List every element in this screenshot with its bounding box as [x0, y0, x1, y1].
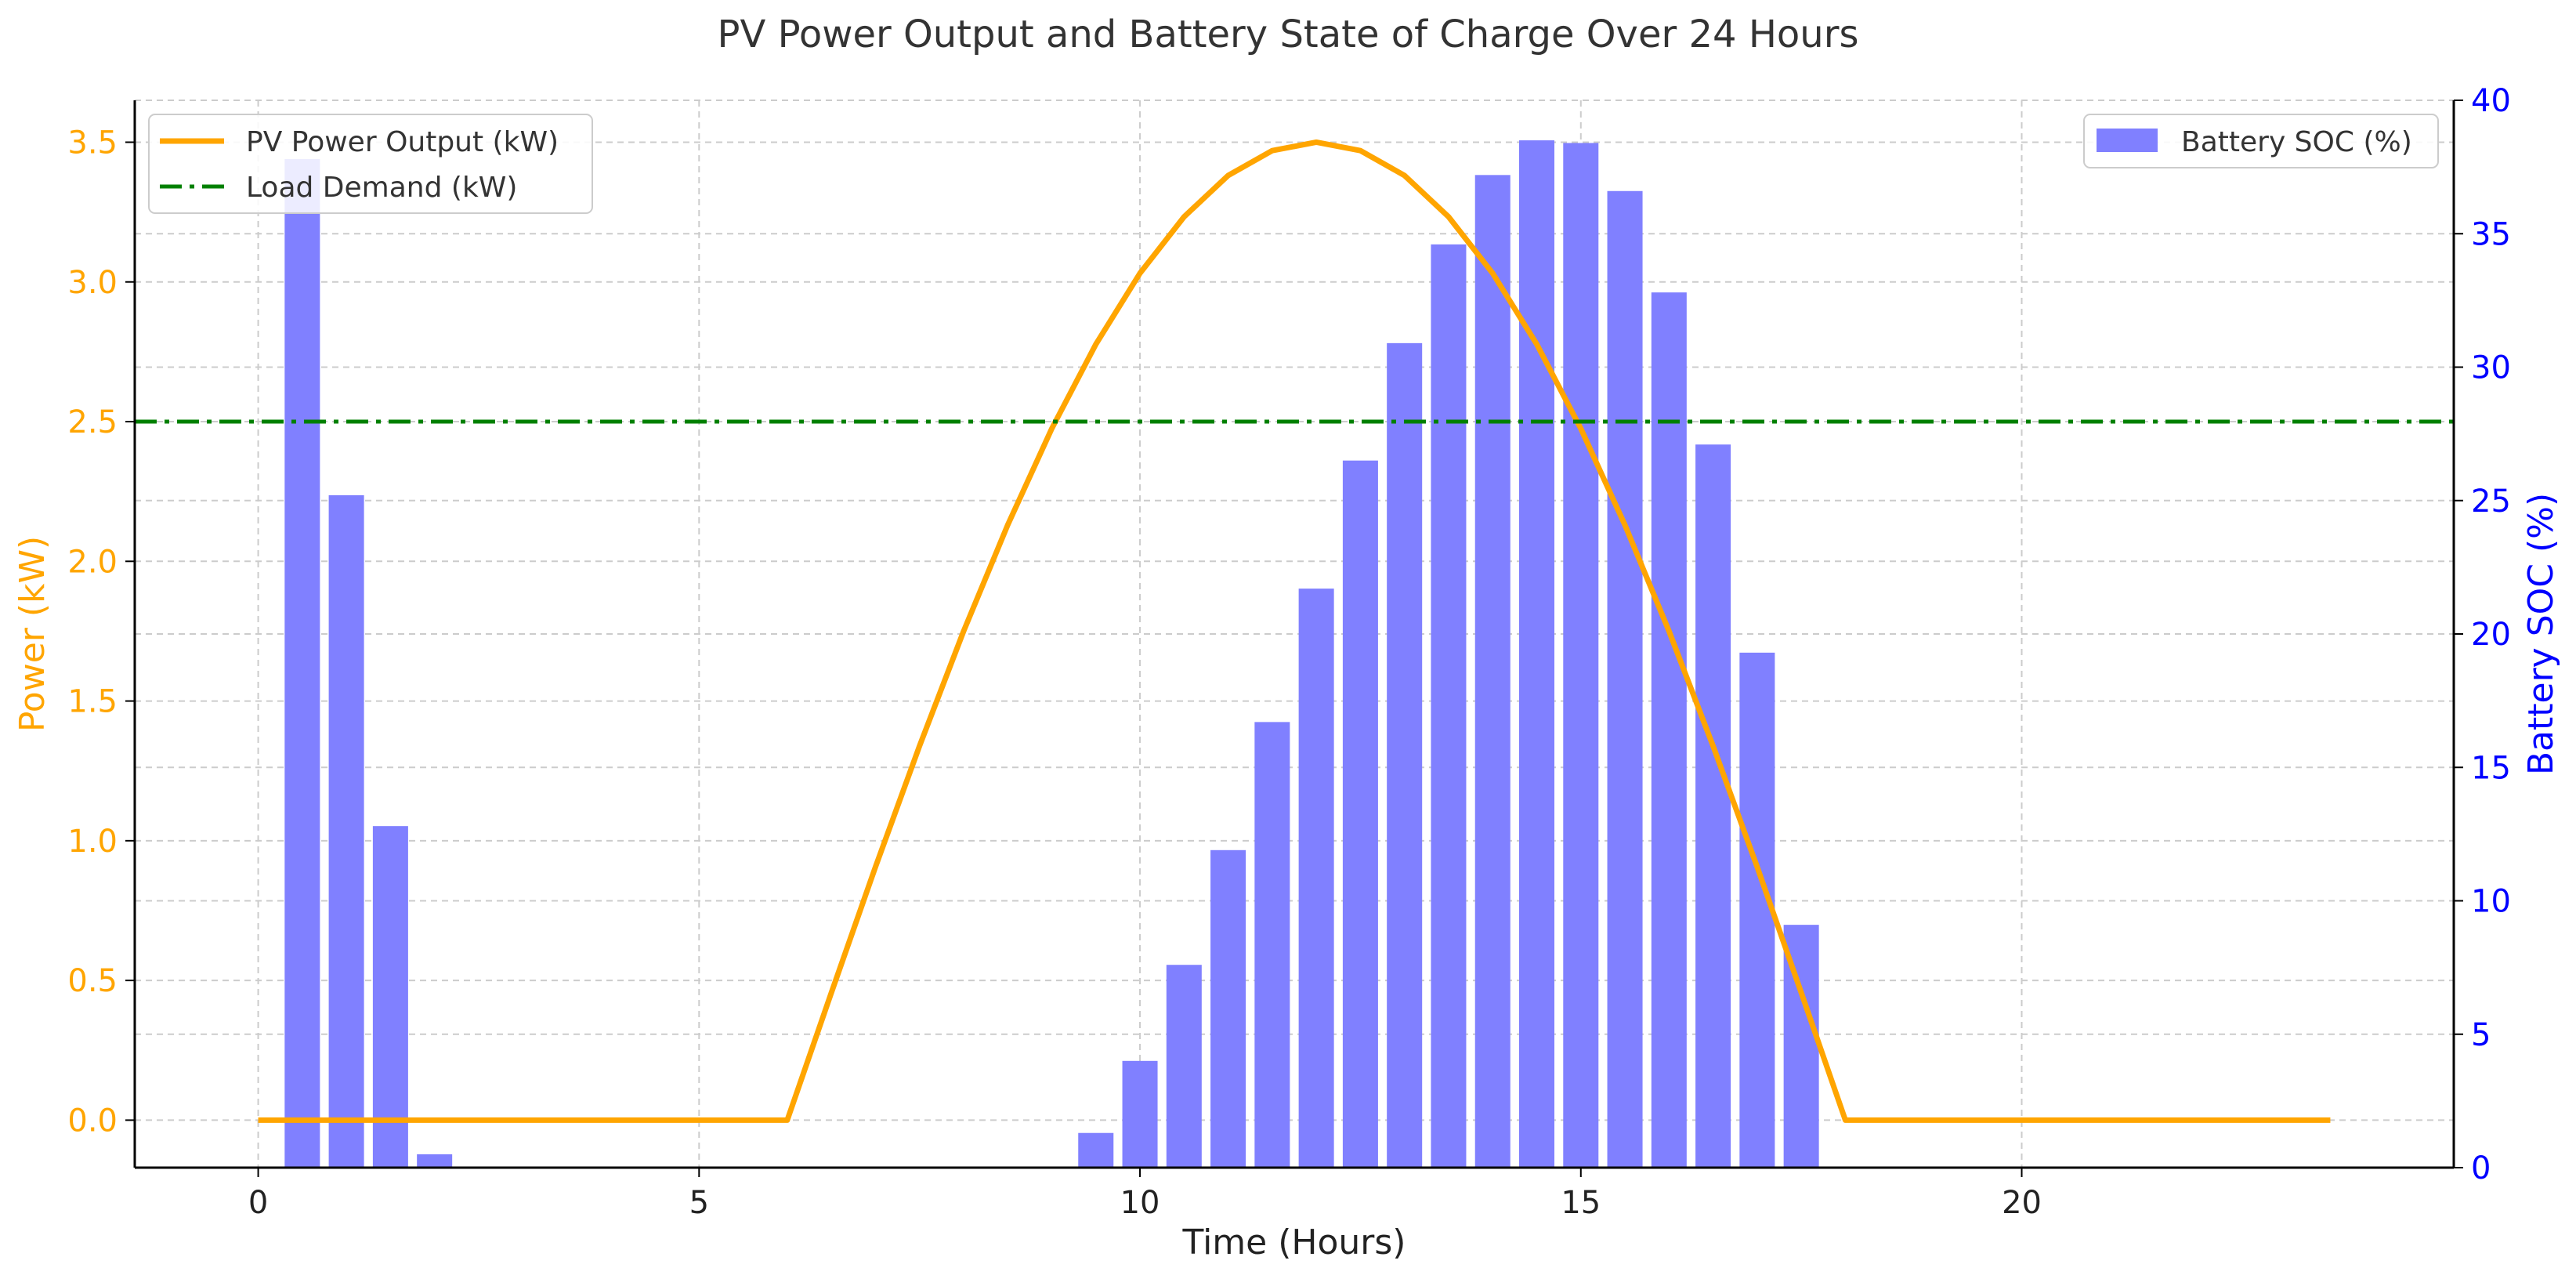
y-left-tick-label: 3.5 [67, 125, 118, 161]
y-right-tick-label: 25 [2471, 484, 2511, 520]
battery-soc-bar [328, 494, 364, 1168]
y-left-tick-label: 2.0 [67, 544, 118, 580]
battery-soc-bar [372, 826, 408, 1168]
y-right-tick-label: 40 [2471, 83, 2511, 119]
battery-bars [284, 140, 1819, 1168]
y-right-tick-label: 15 [2471, 750, 2511, 786]
y-left-tick-label: 0.0 [67, 1103, 118, 1139]
y-right-tick-label: 10 [2471, 884, 2511, 920]
y-axis-right-label: Battery SOC (%) [2521, 493, 2561, 775]
y-left-tick-label: 3.0 [67, 265, 118, 301]
battery-soc-bar [284, 158, 320, 1168]
x-tick-label: 5 [689, 1185, 709, 1221]
legend-battery-label: Battery SOC (%) [2181, 126, 2412, 158]
legend-right-box [2083, 114, 2439, 168]
line-series [135, 139, 2454, 1123]
battery-soc-bar [1695, 444, 1731, 1168]
x-tick-label: 10 [1120, 1185, 1160, 1221]
y-left-tick-label: 2.5 [67, 404, 118, 440]
y-right-tick-label: 30 [2471, 350, 2511, 386]
battery-soc-bar [1254, 722, 1290, 1168]
legend-left-box [148, 114, 593, 214]
legend-battery-swatch [2097, 129, 2158, 152]
x-axis-label: Time (Hours) [1182, 1222, 1406, 1262]
battery-soc-bar [1122, 1060, 1158, 1168]
battery-soc-bar [1078, 1132, 1114, 1168]
battery-soc-bar [1431, 244, 1467, 1168]
battery-soc-bar [1474, 175, 1511, 1168]
x-tick-label: 0 [248, 1185, 268, 1221]
battery-soc-bar [1387, 342, 1423, 1168]
battery-soc-bar [1651, 292, 1687, 1168]
battery-soc-bar [1739, 652, 1775, 1168]
tick-labels: 0 5 10 15 20 0.0 0.5 1.0 1.5 2.0 2.5 3.0 3.5 0 5 10 15 20… [67, 83, 2511, 1221]
battery-soc-bar [1210, 849, 1246, 1168]
y-right-tick-label: 20 [2471, 617, 2511, 653]
legend-right: Battery SOC (%) [2083, 114, 2439, 168]
legend-left: PV Power Output (kW) Load Demand (kW) [148, 114, 593, 214]
y-right-tick-label: 0 [2471, 1150, 2491, 1186]
battery-soc-bar [1166, 965, 1202, 1168]
y-axis-left-label: Power (kW) [13, 536, 52, 732]
legend-load-label: Load Demand (kW) [246, 172, 517, 204]
y-right-tick-label: 5 [2471, 1017, 2491, 1053]
axes [125, 100, 2463, 1177]
x-tick-label: 15 [1561, 1185, 1601, 1221]
battery-soc-bar [1298, 589, 1334, 1168]
legend-pv-label: PV Power Output (kW) [246, 126, 559, 158]
y-left-tick-label: 1.0 [67, 824, 118, 860]
y-right-tick-label: 35 [2471, 216, 2511, 252]
battery-soc-bar [1518, 140, 1555, 1168]
battery-soc-bar [1607, 190, 1643, 1168]
battery-soc-bar [1563, 143, 1599, 1168]
pv-power-line [258, 139, 2331, 1123]
x-tick-label: 20 [2002, 1185, 2042, 1221]
battery-soc-bar [417, 1154, 453, 1168]
battery-soc-bar [1342, 460, 1378, 1168]
grid [135, 100, 2454, 1168]
chart-title: PV Power Output and Battery State of Cha… [718, 13, 1859, 56]
y-left-tick-label: 0.5 [67, 963, 118, 999]
y-left-tick-label: 1.5 [67, 684, 118, 720]
